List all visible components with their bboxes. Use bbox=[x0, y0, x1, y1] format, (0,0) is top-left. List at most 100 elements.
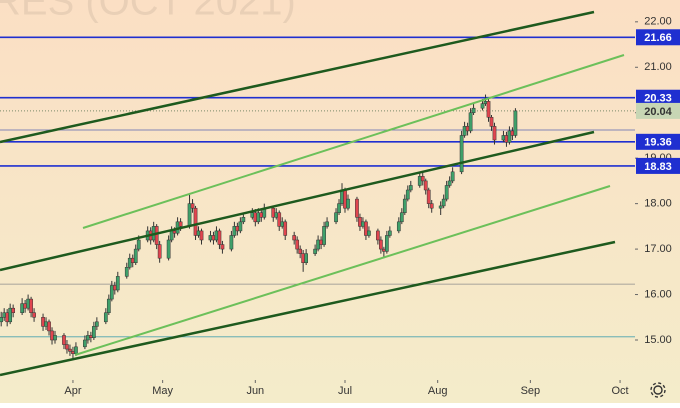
candle-body bbox=[501, 135, 506, 141]
candle-body bbox=[367, 230, 371, 236]
candle-body bbox=[259, 212, 264, 218]
candle-body bbox=[274, 212, 279, 218]
candle-body bbox=[510, 130, 515, 136]
candle-body bbox=[8, 307, 13, 323]
candle-body bbox=[486, 101, 491, 118]
candle-body bbox=[220, 244, 225, 250]
candle-body bbox=[358, 217, 362, 227]
candle-body bbox=[295, 239, 300, 250]
candle-body bbox=[83, 339, 87, 348]
y-tick-label: 17.00 bbox=[644, 243, 672, 255]
candle-body bbox=[196, 230, 201, 236]
candle-body bbox=[26, 298, 30, 309]
candle-body bbox=[507, 130, 512, 143]
level-label: 19.36 bbox=[644, 137, 672, 149]
candle-body bbox=[208, 235, 213, 241]
candle-body bbox=[408, 185, 413, 191]
level-label: 21.66 bbox=[644, 32, 672, 44]
candle-body bbox=[41, 317, 45, 327]
candle-body bbox=[53, 335, 57, 341]
candle-body bbox=[250, 212, 255, 218]
candle-body bbox=[399, 212, 404, 223]
y-tick-label: 16.00 bbox=[644, 288, 672, 300]
candle-body bbox=[322, 226, 326, 245]
candle-body bbox=[304, 253, 308, 263]
candle-body bbox=[253, 212, 258, 223]
candle-body bbox=[44, 321, 48, 327]
candle-body bbox=[127, 257, 132, 268]
candle-body bbox=[450, 171, 455, 182]
level-badge bbox=[636, 29, 680, 46]
candle-body bbox=[32, 312, 36, 318]
candle-body bbox=[217, 230, 222, 245]
candle-body bbox=[382, 248, 386, 252]
candle-body bbox=[337, 203, 341, 213]
candle-body bbox=[420, 176, 425, 182]
watermark: RES (OCT 2021) bbox=[0, 0, 296, 24]
candle-body bbox=[492, 126, 497, 141]
candle-body bbox=[154, 226, 159, 245]
candle-body bbox=[379, 239, 383, 250]
candle-body bbox=[71, 351, 75, 354]
candle-body bbox=[190, 203, 195, 209]
drawings bbox=[0, 36, 635, 338]
candle-body bbox=[385, 235, 389, 252]
x-tick-label: May bbox=[152, 385, 173, 397]
candle-body bbox=[11, 307, 16, 313]
candle-body bbox=[292, 235, 297, 241]
candle-body bbox=[325, 221, 329, 227]
candle-body bbox=[214, 230, 219, 241]
candle-body bbox=[2, 312, 7, 318]
candle-body bbox=[256, 212, 261, 223]
candle-body bbox=[429, 203, 434, 209]
candle-body bbox=[480, 103, 485, 109]
candle-body bbox=[364, 221, 368, 236]
y-tick-label: 15.00 bbox=[644, 334, 672, 346]
candle-body bbox=[417, 176, 422, 186]
candle-body bbox=[277, 212, 282, 227]
candle-body bbox=[438, 205, 443, 209]
candle-body bbox=[124, 267, 129, 277]
y-tick-label: 22.00 bbox=[644, 16, 672, 28]
candle-body bbox=[468, 112, 473, 132]
candle-body bbox=[447, 180, 452, 186]
candle-body bbox=[89, 335, 93, 338]
candle-body bbox=[193, 207, 198, 236]
candle-body bbox=[313, 248, 317, 254]
candle-body bbox=[229, 235, 234, 250]
candle-body bbox=[211, 235, 216, 241]
x-tick-label: Oct bbox=[611, 385, 628, 397]
settings-icon[interactable] bbox=[650, 382, 666, 398]
candle-body bbox=[133, 248, 138, 263]
candle-body bbox=[178, 221, 183, 227]
candle-body bbox=[130, 257, 135, 263]
level-label: 20.33 bbox=[644, 93, 672, 105]
candle-body bbox=[355, 198, 359, 218]
x-tick-label: Aug bbox=[428, 385, 448, 397]
candle-body bbox=[112, 285, 117, 291]
candle-body bbox=[301, 253, 305, 263]
candle-body bbox=[68, 348, 72, 352]
candle-body bbox=[106, 298, 111, 313]
x-tick-label: Sep bbox=[521, 385, 541, 397]
candle-body bbox=[187, 203, 192, 227]
candle-body bbox=[74, 346, 78, 354]
candle-body bbox=[103, 312, 108, 323]
candle-body bbox=[459, 135, 464, 173]
candle-body bbox=[504, 135, 509, 143]
candle-body bbox=[136, 239, 141, 250]
candle-body bbox=[95, 321, 99, 327]
candle-body bbox=[441, 198, 446, 207]
candle-body bbox=[423, 180, 428, 191]
candle-body bbox=[426, 189, 431, 204]
candle-body bbox=[465, 126, 470, 132]
trend-lines bbox=[0, 10, 625, 377]
level-label: 18.83 bbox=[644, 161, 672, 173]
candle-body bbox=[346, 198, 350, 209]
candle-body bbox=[235, 226, 240, 232]
candle-body bbox=[334, 212, 338, 223]
axes: 15.0016.0017.0018.0019.0020.0021.0022.00… bbox=[64, 16, 680, 397]
candle-body bbox=[405, 189, 410, 200]
candle-body bbox=[387, 230, 392, 236]
